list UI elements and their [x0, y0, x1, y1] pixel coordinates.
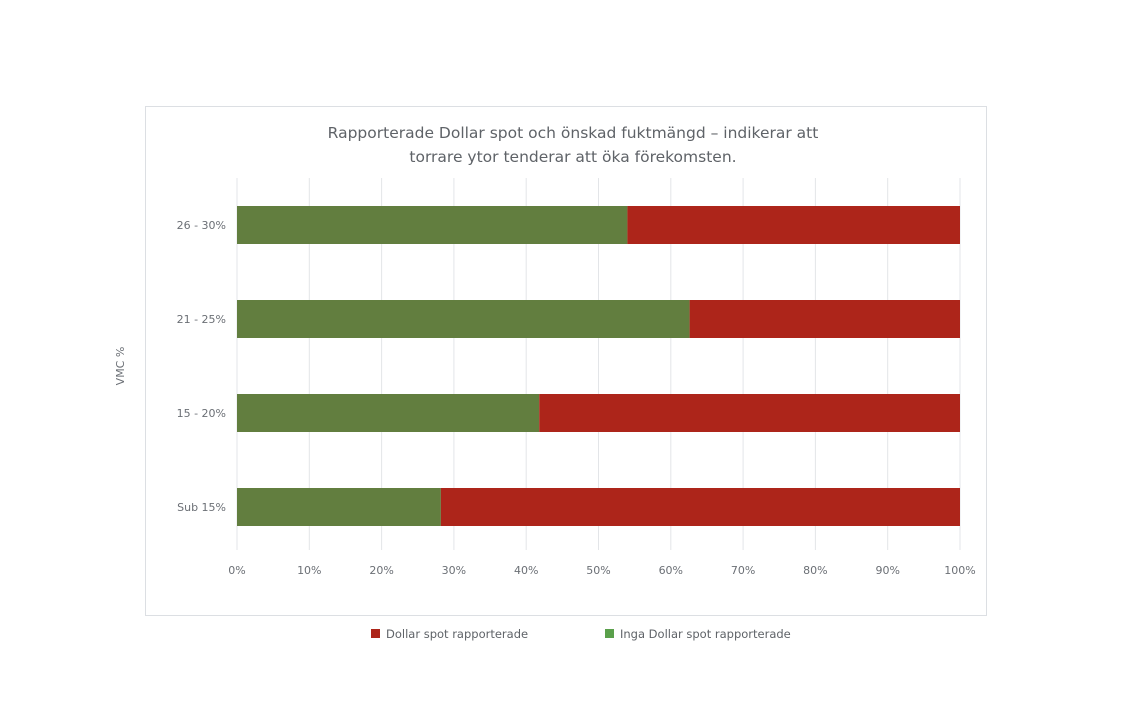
bar-segment-no-dollar-spot — [237, 206, 628, 244]
x-axis-tick-labels: 0% 10% 20% 30% 40% 50% 60% 70% 80% 90% 100% — [228, 564, 975, 577]
x-tick-label: 70% — [731, 564, 755, 577]
y-tick-label: 21 - 25% — [177, 313, 226, 326]
bar-segment-dollar-spot — [689, 300, 960, 338]
bar-segment-no-dollar-spot — [237, 300, 690, 338]
x-tick-label: 0% — [228, 564, 245, 577]
x-tick-label: 50% — [586, 564, 610, 577]
y-axis-tick-labels: 26 - 30% 21 - 25% 15 - 20% Sub 15% — [177, 219, 226, 514]
x-tick-label: 90% — [875, 564, 899, 577]
y-axis-title: VMC % — [114, 347, 127, 386]
legend-label: Inga Dollar spot rapporterade — [620, 627, 791, 641]
x-tick-label: 30% — [442, 564, 466, 577]
legend-swatch — [605, 629, 614, 638]
x-tick-label: 10% — [297, 564, 321, 577]
legend-label: Dollar spot rapporterade — [386, 627, 528, 641]
x-tick-label: 20% — [369, 564, 393, 577]
chart-frame — [145, 106, 987, 616]
y-tick-label: 15 - 20% — [177, 407, 226, 420]
bar-segment-no-dollar-spot — [237, 488, 441, 526]
bar-segment-dollar-spot — [627, 206, 960, 244]
y-tick-label: Sub 15% — [177, 501, 226, 514]
x-tick-label: 60% — [659, 564, 683, 577]
legend: Dollar spot rapporterade Inga Dollar spot… — [371, 627, 791, 641]
bar-segment-dollar-spot — [539, 394, 960, 432]
x-tick-label: 40% — [514, 564, 538, 577]
chart-title: Rapporterade Dollar spot och önskad fukt… — [328, 124, 819, 166]
bar-segment-dollar-spot — [440, 488, 960, 526]
x-tick-label: 80% — [803, 564, 827, 577]
chart-title-line-1: Rapporterade Dollar spot och önskad fukt… — [328, 124, 819, 142]
bars — [237, 206, 960, 526]
legend-swatch — [371, 629, 380, 638]
y-tick-label: 26 - 30% — [177, 219, 226, 232]
x-tick-label: 100% — [944, 564, 975, 577]
bar-segment-no-dollar-spot — [237, 394, 540, 432]
chart-title-line-2: torrare ytor tenderar att öka förekomste… — [409, 148, 736, 166]
